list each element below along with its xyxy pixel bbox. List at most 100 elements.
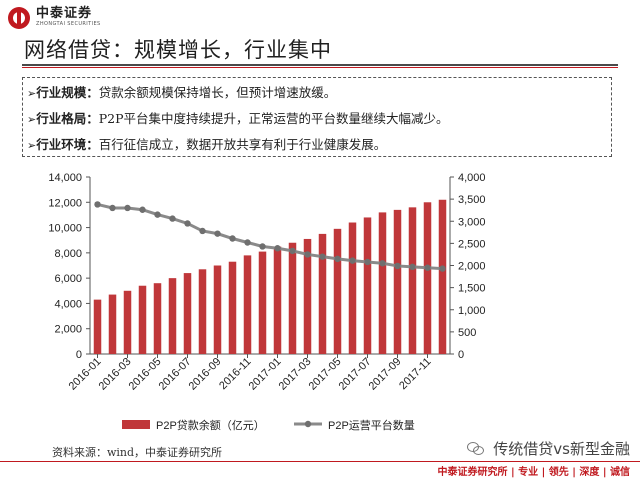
- bar-loan-balance: [273, 246, 282, 354]
- point-platform-count: [229, 235, 236, 242]
- point-platform-count: [94, 201, 101, 208]
- right-axis-tick-label: 3,000: [458, 216, 486, 228]
- point-platform-count: [259, 243, 266, 250]
- legend-line-marker: [304, 420, 312, 428]
- point-platform-count: [244, 239, 251, 246]
- logo-subtext: ZHONGTAI SECURITIES: [36, 21, 101, 27]
- legend-line-label: P2P运营平台数量: [328, 418, 415, 432]
- bar-loan-balance: [213, 265, 222, 354]
- footer-text: 中泰证券研究所 | 专业 | 领先 | 深度 | 诚信: [437, 467, 630, 478]
- bar-loan-balance: [258, 251, 267, 354]
- left-axis-tick-label: 2,000: [54, 324, 82, 336]
- bar-loan-balance: [423, 202, 432, 354]
- right-axis-tick-label: 1,000: [458, 305, 486, 317]
- bar-loan-balance: [168, 278, 177, 354]
- bar-loan-balance: [408, 207, 417, 354]
- right-axis-tick-label: 2,500: [458, 238, 486, 250]
- bar-loan-balance: [333, 228, 342, 354]
- bar-loan-balance: [153, 283, 162, 354]
- bullet-key: 行业格局：: [36, 111, 99, 126]
- point-platform-count: [349, 257, 356, 264]
- bar-loan-balance: [138, 285, 147, 354]
- x-axis-tick-label: 2016-05: [127, 356, 164, 393]
- bar-loan-balance: [108, 294, 117, 354]
- right-axis-tick-label: 4,000: [458, 172, 486, 184]
- left-axis-tick-label: 0: [76, 349, 82, 361]
- x-axis-tick-label: 2017-07: [337, 356, 374, 393]
- watermark: 传统借贷vs新型金融: [467, 438, 630, 459]
- point-platform-count: [334, 255, 341, 263]
- bar-loan-balance: [348, 222, 357, 354]
- point-platform-count: [409, 263, 416, 271]
- point-platform-count: [109, 204, 116, 212]
- company-logo: 中泰证券 ZHONGTAI SECURITIES: [8, 6, 101, 29]
- bullet-text: P2P平台集中度持续提升，正常运营的平台数量继续大幅减少。: [98, 111, 449, 126]
- watermark-text: 传统借贷vs新型金融: [493, 440, 630, 458]
- right-axis-tick-label: 0: [458, 349, 464, 361]
- point-platform-count: [214, 230, 221, 237]
- line-platform-count: [97, 202, 443, 271]
- point-platform-count: [364, 258, 371, 266]
- point-platform-count: [274, 245, 281, 252]
- arrow-bullet-icon: ➢: [27, 87, 37, 100]
- title-divider: [22, 64, 618, 66]
- bullet-industry-scale: ➢行业规模：贷款余额规模保持增长，但预计增速放缓。: [27, 80, 611, 106]
- point-platform-count: [154, 211, 161, 218]
- x-axis-tick-label: 2016-07: [157, 356, 194, 393]
- bullet-industry-environment: ➢行业环境：百行征信成立，数据开放共享有利于行业健康发展。: [27, 132, 611, 158]
- bar-loan-balance: [378, 212, 387, 354]
- x-axis-tick-label: 2016-03: [97, 356, 134, 393]
- point-platform-count: [184, 220, 191, 227]
- bullet-key: 行业环境：: [36, 137, 99, 152]
- right-axis-tick-label: 2,000: [458, 261, 486, 273]
- point-platform-count: [304, 251, 311, 258]
- bar-loan-balance: [288, 242, 297, 354]
- legend-bar-swatch: [122, 420, 150, 429]
- point-platform-count: [424, 264, 431, 271]
- left-axis-tick-label: 12,000: [48, 197, 82, 209]
- arrow-bullet-icon: ➢: [27, 139, 37, 152]
- bar-loan-balance: [93, 299, 102, 354]
- point-platform-count: [139, 206, 146, 213]
- point-platform-count: [169, 215, 176, 222]
- source-note: 资料来源：wind，中泰证券研究所: [52, 446, 223, 459]
- point-platform-count: [124, 204, 131, 212]
- logo-emblem-icon: [8, 7, 30, 29]
- arrow-bullet-icon: ➢: [27, 113, 37, 126]
- bullet-text: 百行征信成立，数据开放共享有利于行业健康发展。: [98, 137, 387, 152]
- left-axis-tick-label: 14,000: [48, 172, 82, 184]
- bar-loan-balance: [183, 273, 192, 354]
- x-axis-tick-label: 2017-09: [367, 356, 404, 393]
- footer-divider: [0, 461, 640, 462]
- bar-loan-balance: [363, 217, 372, 354]
- point-platform-count: [379, 260, 386, 267]
- left-axis-tick-label: 4,000: [54, 298, 82, 310]
- point-platform-count: [394, 262, 401, 270]
- page-title: 网络借贷：规模增长，行业集中: [24, 38, 332, 62]
- bullet-text: 贷款余额规模保持增长，但预计增速放缓。: [98, 85, 337, 100]
- x-axis-tick-label: 2016-09: [187, 356, 224, 393]
- title-divider-accent: [22, 67, 618, 68]
- point-platform-count: [319, 253, 326, 260]
- x-axis-tick-label: 2017-03: [277, 356, 314, 393]
- bar-loan-balance: [393, 209, 402, 354]
- bar-loan-balance: [243, 255, 252, 354]
- left-axis-tick-label: 6,000: [54, 273, 82, 285]
- point-platform-count: [439, 265, 446, 272]
- bar-loan-balance: [318, 233, 327, 354]
- left-axis-tick-label: 10,000: [48, 223, 82, 235]
- x-axis-tick-label: 2016-01: [67, 356, 104, 393]
- right-axis-tick-label: 1,500: [458, 283, 486, 295]
- bar-loan-balance: [303, 238, 312, 354]
- right-axis-tick-label: 500: [458, 327, 476, 339]
- bullet-key: 行业规模：: [36, 85, 99, 100]
- bar-loan-balance: [438, 199, 447, 354]
- x-axis-tick-label: 2017-05: [307, 356, 344, 393]
- logo-text: 中泰证券: [36, 6, 93, 21]
- wechat-icon: [467, 441, 485, 456]
- x-axis-tick-label: 2017-01: [247, 356, 284, 393]
- point-platform-count: [289, 247, 296, 255]
- bar-loan-balance: [228, 261, 237, 354]
- point-platform-count: [199, 227, 206, 235]
- bullet-industry-structure: ➢行业格局：P2P平台集中度持续提升，正常运营的平台数量继续大幅减少。: [27, 106, 611, 132]
